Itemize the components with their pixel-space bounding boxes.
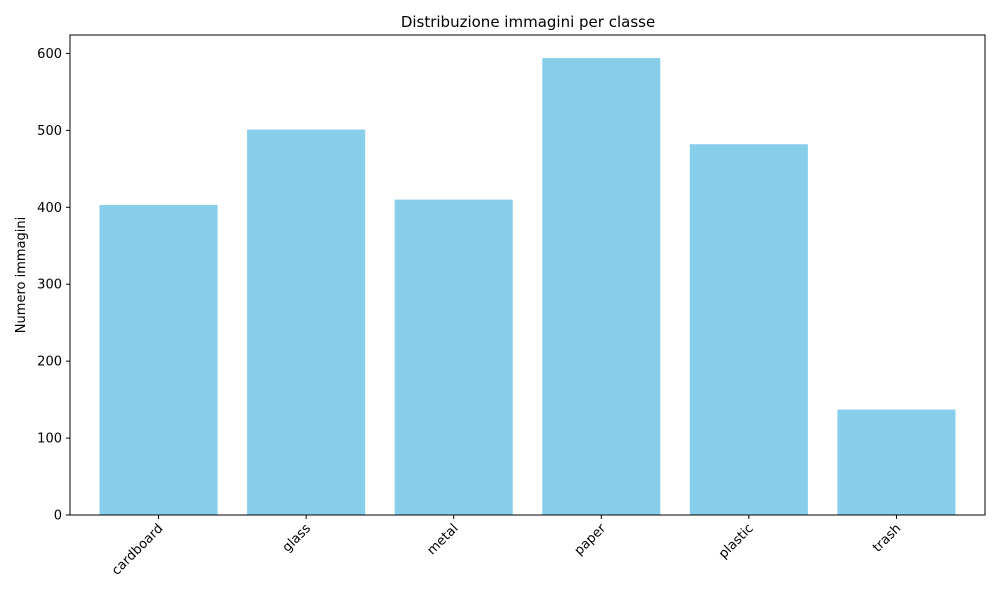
x-tick-label: metal: [425, 521, 462, 558]
x-tick-label: glass: [280, 521, 314, 555]
x-tick-label: trash: [870, 521, 904, 555]
x-tick-label: paper: [572, 521, 610, 559]
plot-frame: [69, 34, 986, 516]
y-tick-label: 300: [37, 278, 62, 293]
y-tick-label: 100: [37, 432, 62, 447]
bars-group: [99, 58, 956, 516]
bar-metal: [394, 199, 513, 515]
bar-glass: [247, 129, 366, 515]
bar-paper: [542, 58, 661, 515]
bar-plastic: [689, 144, 808, 516]
x-tick-label: plastic: [716, 521, 757, 562]
y-tick-label: 500: [37, 124, 62, 139]
bar-trash: [837, 409, 956, 515]
y-axis-ticks: 0 100 200 300 400 500 600: [37, 47, 70, 524]
x-axis-ticks: cardboard glass metal paper plastic trash: [109, 515, 904, 579]
y-tick-label: 200: [37, 355, 62, 370]
y-tick-label: 600: [37, 47, 62, 62]
y-tick-label: 400: [37, 201, 62, 216]
x-tick-label: cardboard: [109, 521, 166, 578]
y-tick-label: 0: [54, 509, 62, 524]
bar-cardboard: [99, 205, 218, 515]
y-axis-label: Numero immagini: [14, 217, 29, 333]
chart-title: Distribuzione immagini per classe: [401, 13, 655, 31]
